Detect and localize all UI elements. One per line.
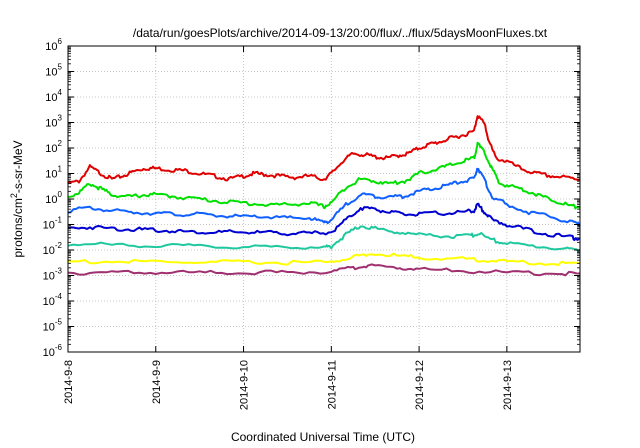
y-tick-label: 102 xyxy=(45,139,62,155)
y-tick-label: 103 xyxy=(45,114,62,130)
series-group xyxy=(67,115,581,277)
grid xyxy=(68,46,580,352)
y-tick-label: 105 xyxy=(45,63,62,79)
y-tick-label: 101 xyxy=(45,165,62,181)
y-tick-label: 104 xyxy=(45,88,62,104)
x-tick-label: 2014-9-8 xyxy=(63,360,75,404)
x-tick-label: 2014-9-11 xyxy=(326,360,338,409)
series-line xyxy=(67,202,581,241)
x-tick-label: 2014-9-13 xyxy=(502,360,514,410)
y-tick-label: 100 xyxy=(45,190,62,206)
series-line xyxy=(67,225,581,252)
series-line xyxy=(67,263,581,277)
y-tick-label: 10-5 xyxy=(43,318,63,334)
series-line xyxy=(67,252,581,267)
series-line xyxy=(67,167,581,227)
y-tick-label: 10-2 xyxy=(43,241,63,257)
series-line xyxy=(67,141,581,210)
y-tick-label: 106 xyxy=(45,37,62,53)
y-axis: 10-6 10-5 10-4 10-3 10-2 10-1 100 101 102 103 104 1… xyxy=(43,37,580,359)
x-tick-label: 2014-9-12 xyxy=(414,360,426,410)
y-axis-title: protons/cm2-s-sr-MeV xyxy=(9,140,25,257)
y-tick-label: 10-4 xyxy=(43,292,63,308)
y-tick-label: 10-3 xyxy=(43,267,63,283)
y-tick-label: 10-1 xyxy=(43,216,63,232)
x-tick-label: 2014-9-10 xyxy=(239,360,251,410)
series-line xyxy=(67,115,581,185)
x-tick-label: 2014-9-9 xyxy=(151,360,163,404)
y-tick-label: 10-6 xyxy=(43,343,63,359)
chart-title: /data/run/goesPlots/archive/2014-09-13/2… xyxy=(133,26,548,40)
x-axis: 2014-9-8 2014-9-9 2014-9-10 2014-9-11 2014-9… xyxy=(63,46,514,410)
x-axis-title: Coordinated Universal Time (UTC) xyxy=(231,430,415,444)
